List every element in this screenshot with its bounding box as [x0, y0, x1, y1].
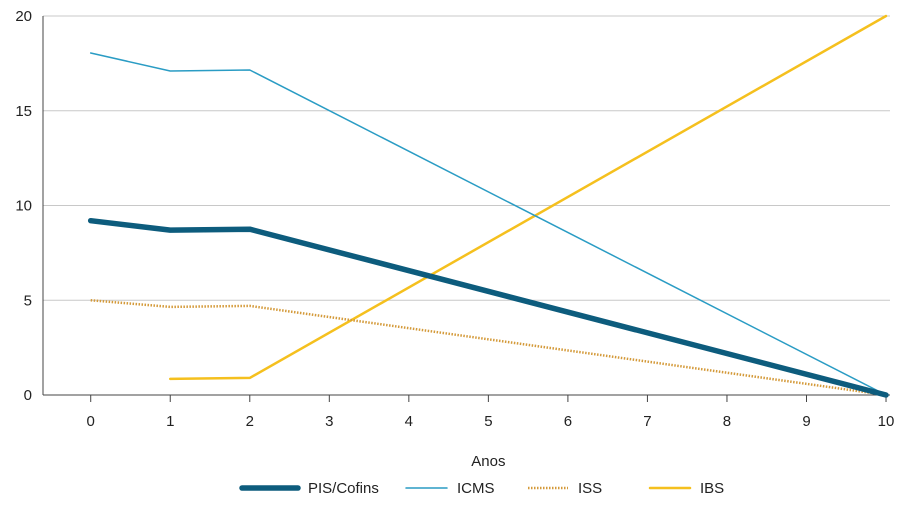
x-tick-label: 9 [802, 413, 810, 430]
axes [42, 16, 890, 396]
x-tick-label: 3 [325, 413, 333, 430]
x-tick-label: 10 [878, 413, 895, 430]
series-line-pis-cofins [87, 217, 889, 398]
x-tick-label: 8 [723, 413, 731, 430]
series-lines [87, 14, 889, 398]
x-tick-label: 6 [564, 413, 572, 430]
legend-label: ISS [578, 480, 602, 497]
x-tick-label: 1 [166, 413, 174, 430]
series-line-icms [89, 52, 887, 396]
x-tick-label: 5 [484, 413, 492, 430]
x-tick-label: 4 [405, 413, 413, 430]
x-tick-label: 2 [246, 413, 254, 430]
y-tick-label: 0 [24, 387, 32, 404]
y-tick-label: 20 [15, 8, 32, 25]
legend-label: IBS [700, 480, 724, 497]
series-line-iss [90, 299, 887, 397]
x-axis-ticks: 0 1 2 3 4 5 6 7 8 9 10 [87, 395, 895, 430]
y-tick-label: 5 [24, 292, 32, 309]
y-tick-label: 15 [15, 103, 32, 120]
legend-label: ICMS [457, 480, 495, 497]
legend-label: PIS/Cofins [308, 480, 379, 497]
x-tick-label: 0 [87, 413, 95, 430]
x-axis-title: Anos [471, 453, 505, 470]
grid-lines [43, 15, 890, 301]
y-tick-label: 10 [15, 198, 32, 215]
series-line-ibs [168, 14, 888, 381]
x-tick-label: 7 [643, 413, 651, 430]
y-axis-ticks: 0 5 10 15 20 [15, 8, 32, 404]
legend: PIS/Cofins ICMS ISS IBS [239, 480, 724, 497]
